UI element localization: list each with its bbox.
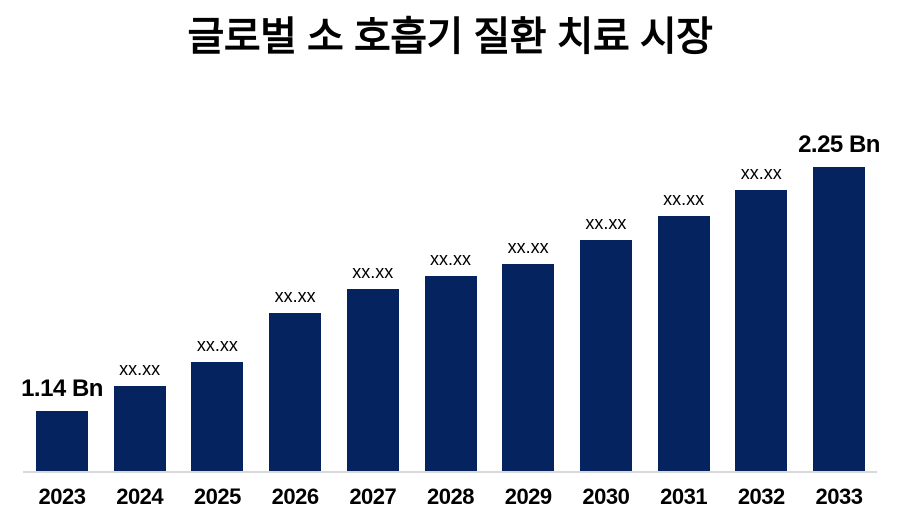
bar-2029 bbox=[502, 264, 555, 471]
x-tick-2032: 2032 bbox=[737, 484, 785, 509]
x-tick-2031: 2031 bbox=[660, 484, 708, 509]
value-label-2025: xx.xx bbox=[196, 335, 238, 355]
value-label-2027: xx.xx bbox=[352, 262, 394, 282]
value-label-2026: xx.xx bbox=[274, 286, 316, 306]
chart-title: 글로벌 소 호흡기 질환 치료 시장 bbox=[187, 15, 713, 59]
bar-2027 bbox=[346, 289, 399, 471]
x-tick-2024: 2024 bbox=[116, 484, 164, 509]
x-tick-2023: 2023 bbox=[38, 484, 86, 509]
x-axis-line bbox=[23, 471, 877, 473]
value-label-2031: xx.xx bbox=[663, 189, 705, 209]
value-label-2023: 1.14 Bn bbox=[21, 375, 103, 402]
x-tick-2025: 2025 bbox=[193, 484, 241, 509]
x-tick-2027: 2027 bbox=[349, 484, 397, 509]
x-tick-2028: 2028 bbox=[427, 484, 474, 509]
x-tick-2030: 2030 bbox=[582, 484, 630, 509]
bar-2031 bbox=[657, 216, 710, 471]
value-label-2033: 2.25 Bn bbox=[798, 131, 880, 158]
x-tick-2029: 2029 bbox=[504, 484, 552, 509]
value-label-2029: xx.xx bbox=[507, 237, 549, 257]
bar-2024 bbox=[113, 386, 166, 471]
bar-2028 bbox=[424, 276, 477, 471]
bar-2030 bbox=[579, 240, 632, 471]
value-label-2032: xx.xx bbox=[740, 163, 782, 183]
bar-2025 bbox=[191, 362, 244, 471]
bar-2026 bbox=[269, 313, 322, 471]
x-tick-2026: 2026 bbox=[271, 484, 319, 509]
value-label-2024: xx.xx bbox=[119, 359, 161, 379]
value-label-2028: xx.xx bbox=[429, 249, 471, 269]
bar-2023 bbox=[36, 411, 88, 471]
x-tick-2033: 2033 bbox=[815, 484, 863, 509]
bar-2032 bbox=[735, 190, 788, 471]
value-label-2030: xx.xx bbox=[585, 213, 627, 233]
bar-2033 bbox=[813, 167, 865, 471]
